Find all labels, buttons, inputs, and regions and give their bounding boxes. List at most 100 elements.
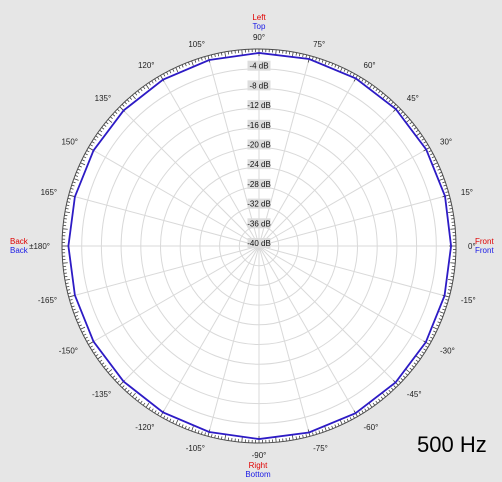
minor-angle-tick bbox=[129, 97, 133, 100]
minor-angle-tick bbox=[442, 308, 446, 311]
minor-angle-tick bbox=[361, 78, 364, 82]
minor-angle-tick bbox=[72, 308, 76, 311]
minor-angle-tick bbox=[81, 330, 85, 333]
minor-angle-tick bbox=[204, 432, 206, 436]
minor-angle-tick bbox=[194, 59, 197, 63]
grid-spoke bbox=[258, 75, 358, 247]
minor-angle-tick bbox=[114, 378, 118, 381]
minor-angle-tick bbox=[166, 71, 169, 75]
minor-angle-tick bbox=[134, 92, 138, 96]
minor-angle-tick bbox=[428, 150, 432, 153]
minor-angle-tick bbox=[372, 402, 376, 406]
db-tick-label: -20 dB bbox=[247, 141, 271, 150]
grid-spoke bbox=[88, 245, 260, 345]
minor-angle-tick bbox=[439, 311, 445, 314]
angle-tick-label: -15° bbox=[461, 296, 476, 305]
db-tick-label: -40 dB bbox=[247, 239, 271, 248]
grid-spoke bbox=[207, 245, 260, 437]
minor-angle-tick bbox=[305, 54, 308, 58]
minor-angle-tick bbox=[145, 84, 150, 89]
grid-spoke bbox=[258, 147, 430, 247]
minor-angle-tick bbox=[358, 76, 361, 80]
db-tick-label: -12 dB bbox=[247, 101, 271, 110]
minor-angle-tick bbox=[388, 99, 392, 103]
angle-tick-label: 135° bbox=[95, 94, 112, 103]
minor-angle-tick bbox=[151, 408, 154, 412]
db-tick-label: -36 dB bbox=[247, 219, 271, 228]
grid-spoke bbox=[258, 245, 450, 298]
db-label-box bbox=[247, 100, 271, 111]
minor-angle-tick bbox=[411, 124, 415, 127]
minor-angle-tick bbox=[89, 345, 93, 348]
minor-angle-tick bbox=[99, 129, 103, 133]
minor-angle-tick bbox=[137, 398, 140, 402]
minor-angle-tick bbox=[95, 354, 99, 357]
minor-angle-tick bbox=[93, 138, 97, 141]
minor-angle-tick bbox=[324, 426, 327, 432]
db-tick-label: -24 dB bbox=[247, 160, 271, 169]
minor-angle-tick bbox=[339, 419, 343, 425]
minor-angle-tick bbox=[224, 435, 227, 441]
minor-angle-tick bbox=[349, 417, 352, 421]
minor-angle-tick bbox=[444, 302, 448, 304]
minor-angle-tick bbox=[437, 168, 441, 171]
right-label-front-bottom: Front bbox=[475, 246, 494, 255]
minor-angle-tick bbox=[430, 153, 434, 156]
minor-angle-tick bbox=[372, 86, 376, 90]
minor-angle-tick bbox=[431, 156, 435, 159]
minor-angle-tick bbox=[157, 76, 160, 80]
minor-angle-tick bbox=[134, 396, 138, 400]
minor-angle-tick bbox=[91, 141, 95, 144]
minor-angle-tick bbox=[444, 188, 448, 190]
minor-angle-tick bbox=[352, 415, 355, 419]
minor-angle-tick bbox=[66, 201, 71, 203]
minor-angle-tick bbox=[142, 86, 146, 90]
minor-angle-tick bbox=[400, 378, 404, 381]
minor-angle-tick bbox=[423, 348, 427, 351]
minor-angle-tick bbox=[191, 60, 194, 66]
minor-angle-tick bbox=[343, 420, 346, 424]
angle-tick-label: -75° bbox=[313, 444, 328, 453]
angle-tick-label: 105° bbox=[188, 40, 205, 49]
minor-angle-tick bbox=[405, 116, 408, 120]
minor-angle-tick bbox=[78, 324, 82, 327]
minor-angle-tick bbox=[114, 111, 118, 114]
minor-angle-tick bbox=[337, 65, 340, 69]
minor-angle-tick bbox=[393, 104, 397, 107]
series-layer bbox=[67, 52, 452, 440]
minor-angle-tick bbox=[210, 434, 213, 438]
minor-angle-tick bbox=[81, 159, 85, 162]
minor-angle-tick bbox=[436, 165, 440, 168]
minor-angle-tick bbox=[388, 389, 392, 393]
minor-angle-tick bbox=[405, 119, 411, 123]
minor-angle-tick bbox=[72, 181, 76, 184]
angle-tick-label: -105° bbox=[186, 444, 205, 453]
angle-tick-label: 45° bbox=[407, 94, 419, 103]
minor-angle-tick bbox=[137, 90, 140, 94]
angle-tick-label: 15° bbox=[461, 188, 473, 197]
minor-angle-tick bbox=[346, 418, 349, 422]
minor-angle-tick bbox=[378, 398, 381, 402]
top-label-left: Left bbox=[252, 13, 266, 22]
minor-angle-tick bbox=[398, 108, 401, 112]
minor-angle-tick bbox=[69, 191, 73, 193]
minor-angle-tick bbox=[105, 121, 109, 125]
minor-angle-tick bbox=[64, 278, 70, 281]
minor-angle-tick bbox=[413, 127, 417, 130]
minor-angle-tick bbox=[358, 412, 361, 416]
grid-spoke bbox=[258, 194, 450, 247]
minor-angle-tick bbox=[117, 108, 120, 112]
grid-spoke bbox=[88, 147, 260, 247]
major-angle-tick bbox=[160, 75, 165, 82]
minor-angle-tick bbox=[334, 64, 337, 68]
minor-angle-tick bbox=[157, 412, 160, 416]
minor-angle-tick bbox=[217, 53, 220, 57]
grid-spoke bbox=[258, 55, 311, 247]
minor-angle-tick bbox=[430, 336, 434, 339]
minor-angle-tick bbox=[101, 362, 105, 365]
minor-angle-tick bbox=[91, 348, 95, 351]
minor-angle-tick bbox=[447, 201, 452, 203]
angle-tick-label: -135° bbox=[92, 390, 111, 399]
minor-angle-tick bbox=[117, 380, 120, 384]
minor-angle-tick bbox=[191, 426, 194, 432]
